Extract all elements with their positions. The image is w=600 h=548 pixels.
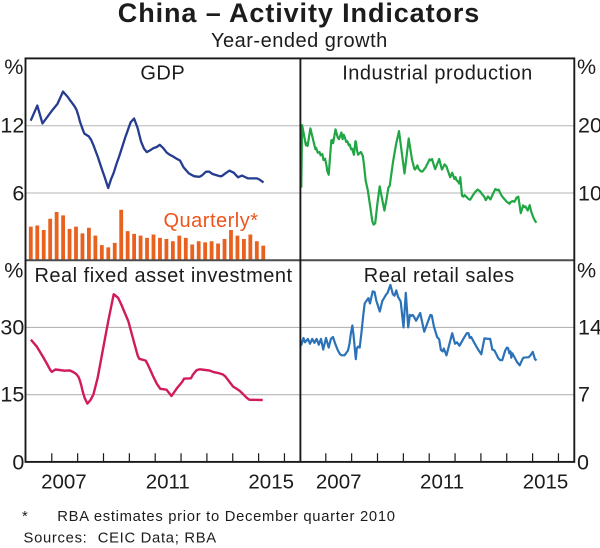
svg-text:GDP: GDP [140, 63, 185, 85]
svg-text:%: % [4, 55, 23, 79]
svg-text:14: 14 [578, 316, 600, 340]
svg-text:2011: 2011 [146, 471, 190, 494]
svg-text:Real fixed asset investment: Real fixed asset investment [34, 265, 292, 287]
svg-text:20: 20 [578, 114, 600, 138]
svg-text:China – Activity Indicators: China – Activity Indicators [118, 0, 480, 28]
svg-text:30: 30 [0, 316, 24, 340]
svg-text:Quarterly*: Quarterly* [163, 210, 258, 232]
svg-text:Sources:: Sources: [24, 530, 88, 546]
svg-text:2015: 2015 [248, 471, 294, 494]
svg-text:0: 0 [577, 450, 589, 474]
svg-text:10: 10 [578, 181, 600, 205]
svg-text:Real retail sales: Real retail sales [364, 265, 515, 287]
svg-text:15: 15 [0, 383, 24, 407]
svg-text:0: 0 [12, 450, 24, 474]
svg-text:2015: 2015 [523, 471, 569, 494]
svg-text:12: 12 [0, 114, 24, 138]
svg-text:2011: 2011 [420, 471, 464, 494]
svg-text:%: % [577, 55, 596, 79]
svg-text:6: 6 [12, 181, 24, 205]
svg-text:*: * [22, 509, 28, 525]
svg-text:2007: 2007 [316, 471, 362, 494]
svg-text:%: % [577, 259, 596, 283]
svg-text:2007: 2007 [41, 471, 87, 494]
svg-text:Industrial production: Industrial production [342, 63, 533, 85]
svg-text:7: 7 [578, 383, 590, 407]
svg-text:Year-ended growth: Year-ended growth [211, 30, 388, 52]
svg-text:%: % [4, 259, 23, 283]
svg-text:RBA estimates prior to Decembe: RBA estimates prior to December quarter … [57, 509, 395, 525]
svg-text:CEIC Data; RBA: CEIC Data; RBA [98, 530, 217, 546]
